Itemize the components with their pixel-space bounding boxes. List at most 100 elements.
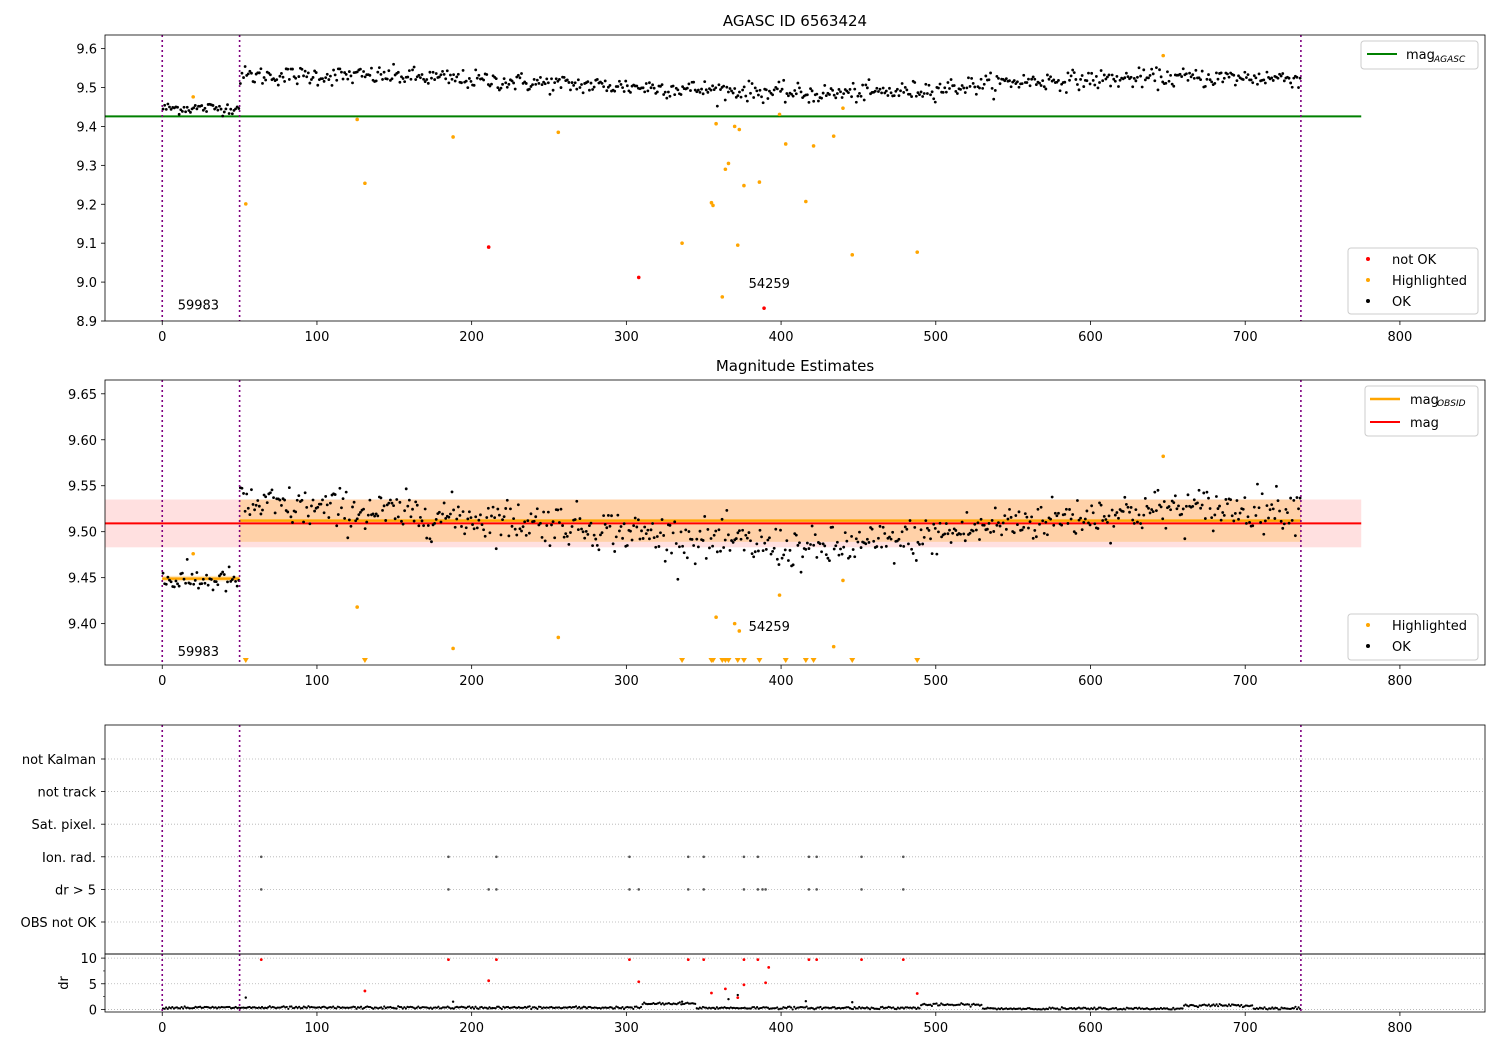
ok-point [322, 511, 326, 515]
dr-point [259, 1007, 262, 1010]
ok-point [1063, 512, 1067, 516]
axes-frame-3 [104, 953, 1486, 1013]
ok-point [1077, 518, 1081, 522]
ok-point [1036, 507, 1040, 511]
dr-point [938, 1004, 941, 1007]
ok-point [715, 550, 719, 554]
ok-point [423, 507, 427, 511]
ok-point [930, 90, 934, 94]
ok-point [242, 76, 245, 79]
ok-point [690, 538, 694, 541]
dr-point [301, 1007, 304, 1010]
ok-point [605, 526, 609, 530]
x-tick-label: 400 [769, 1021, 794, 1036]
ok-point [692, 80, 696, 84]
ok-point [681, 85, 684, 89]
ok-point [864, 542, 868, 546]
ok-point [1222, 513, 1226, 517]
ok-point [794, 533, 798, 537]
dr-point [166, 1007, 169, 1010]
dr-point [715, 1006, 718, 1009]
ok-point [1188, 71, 1191, 75]
ok-point [379, 72, 383, 76]
ok-point [1068, 78, 1071, 82]
ok-point [289, 515, 293, 519]
ok-point [447, 515, 451, 519]
ok-point [619, 525, 623, 528]
ok-point [1004, 527, 1008, 531]
dr-point [1079, 1007, 1082, 1010]
dr-point [585, 1007, 589, 1010]
ok-point [745, 99, 749, 103]
ok-point [479, 513, 482, 517]
below-range-marker [679, 658, 686, 663]
ok-point [813, 533, 817, 537]
ok-point [1077, 88, 1081, 92]
ok-point [1284, 507, 1288, 511]
ok-point [550, 523, 553, 527]
dr-point [1251, 1004, 1254, 1007]
flag-point [702, 855, 706, 859]
ok-point [510, 79, 514, 83]
ok-point [407, 498, 411, 502]
ok-point [1270, 76, 1274, 80]
obsid-annotation: 59983 [178, 645, 219, 660]
ok-point [322, 79, 326, 83]
ok-point [843, 531, 847, 535]
ok-point [475, 526, 479, 530]
ok-point [360, 74, 364, 78]
ok-point [1102, 515, 1106, 518]
ok-point [540, 83, 544, 87]
ok-point [1123, 76, 1127, 80]
ok-point [229, 107, 233, 111]
ok-point [1295, 496, 1299, 499]
dr-point [305, 1006, 308, 1009]
dr-point [1170, 1008, 1173, 1011]
ok-point [1154, 66, 1158, 70]
ok-point [224, 589, 228, 593]
dr-point [929, 1003, 932, 1006]
ok-point [703, 515, 707, 518]
ok-point [338, 67, 342, 71]
dr-point [873, 1007, 876, 1010]
ok-point [897, 94, 901, 98]
ok-point [990, 519, 994, 522]
ok-point [230, 578, 234, 581]
ok-point [979, 77, 983, 81]
ok-point [944, 90, 948, 94]
ok-point [1273, 517, 1277, 520]
ok-point [524, 82, 528, 85]
ok-point [1162, 500, 1166, 503]
ok-point [763, 541, 767, 545]
ok-point [685, 556, 689, 560]
ok-point [396, 515, 400, 519]
ok-point [524, 534, 528, 537]
flag-point [742, 888, 746, 891]
below-range-marker [710, 658, 717, 663]
ok-point [174, 579, 178, 583]
dr-outlier-point [244, 996, 247, 999]
ok-point [903, 85, 907, 89]
dr-point [641, 1003, 644, 1006]
ok-point [873, 89, 877, 93]
below-range-marker [810, 658, 817, 663]
ok-point [921, 95, 925, 98]
ok-point [1286, 511, 1289, 515]
ok-point [556, 79, 560, 83]
ok-point [460, 81, 463, 85]
ok-point [651, 83, 654, 87]
ok-point [1042, 85, 1046, 89]
ok-point [351, 505, 354, 509]
ok-point [1136, 520, 1139, 524]
ok-point [341, 77, 345, 81]
ok-point [757, 549, 760, 553]
ok-point [216, 108, 220, 112]
highlighted-point [737, 127, 742, 132]
dr-point [437, 1005, 440, 1008]
ok-point [853, 87, 857, 91]
ok-point [264, 495, 268, 499]
ok-point [499, 86, 503, 90]
ok-point [1156, 488, 1160, 492]
ok-point [1147, 76, 1150, 80]
